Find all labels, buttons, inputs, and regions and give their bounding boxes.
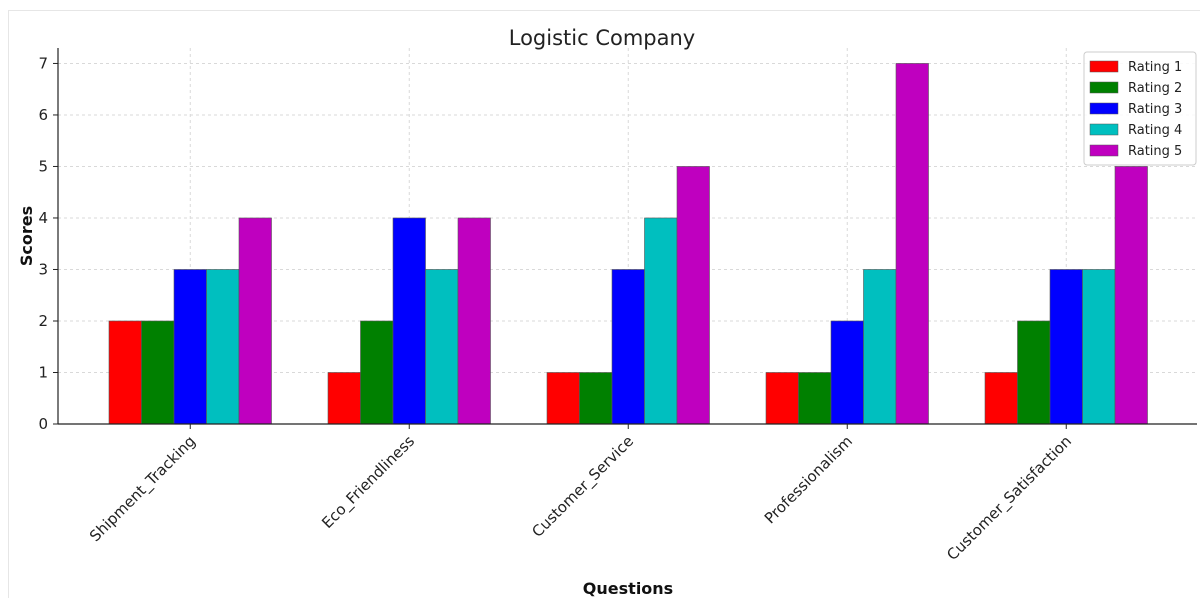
axes bbox=[57, 48, 1197, 425]
bar-rating-5-professionalism bbox=[895, 63, 929, 425]
bar-rating-3-shipment_tracking bbox=[173, 269, 207, 425]
bar-rating-4-customer_satisfaction bbox=[1082, 269, 1116, 425]
legend: Rating 1 Rating 2 Rating 3 Rating 4 Rating 5 bbox=[1083, 51, 1197, 166]
bar-rating-4-customer_service bbox=[644, 217, 678, 425]
legend-swatch bbox=[1089, 81, 1119, 94]
bar-rating-5-eco_friendliness bbox=[457, 217, 491, 425]
y-tick-label: 0 bbox=[38, 415, 48, 433]
bar-rating-1-customer_satisfaction bbox=[984, 372, 1018, 425]
legend-box bbox=[1083, 51, 1197, 166]
bar-rating-3-eco_friendliness bbox=[392, 217, 426, 425]
x-tick-label: Shipment_Tracking bbox=[86, 432, 200, 546]
y-tick-label: 1 bbox=[38, 363, 48, 381]
x-tick-labels: Shipment_Tracking Eco_Friendliness Custome… bbox=[86, 424, 1076, 565]
x-axis-title: Questions bbox=[583, 579, 673, 598]
bar-rating-3-customer_service bbox=[611, 269, 645, 425]
bar-rating-1-eco_friendliness bbox=[327, 372, 361, 425]
bar-rating-5-customer_service bbox=[676, 166, 710, 425]
y-tick-labels: 0 1 2 3 4 5 6 7 bbox=[38, 54, 58, 433]
legend-swatch bbox=[1089, 144, 1119, 157]
y-tick-label: 6 bbox=[38, 106, 48, 124]
x-tick-label: Professionalism bbox=[761, 432, 856, 527]
x-tick-label: Eco_Friendliness bbox=[318, 432, 419, 533]
bar-rating-2-professionalism bbox=[798, 372, 832, 425]
bar-rating-1-shipment_tracking bbox=[108, 320, 142, 425]
y-tick-label: 5 bbox=[38, 157, 48, 175]
y-tick-label: 2 bbox=[38, 312, 48, 330]
bars-group bbox=[108, 63, 1148, 425]
bar-rating-3-customer_satisfaction bbox=[1049, 269, 1083, 425]
bar-rating-2-customer_service bbox=[579, 372, 613, 425]
legend-swatch bbox=[1089, 102, 1119, 115]
bar-rating-4-eco_friendliness bbox=[425, 269, 459, 425]
bar-rating-4-shipment_tracking bbox=[206, 269, 240, 425]
legend-label: Rating 3 bbox=[1128, 102, 1182, 117]
y-axis-title: Scores bbox=[17, 206, 36, 266]
y-tick-label: 4 bbox=[38, 209, 48, 227]
bar-rating-4-professionalism bbox=[863, 269, 897, 425]
legend-label: Rating 2 bbox=[1128, 81, 1182, 96]
bar-rating-5-customer_satisfaction bbox=[1114, 166, 1148, 425]
bar-rating-2-customer_satisfaction bbox=[1017, 320, 1051, 425]
bar-rating-1-professionalism bbox=[765, 372, 799, 425]
bar-rating-2-eco_friendliness bbox=[360, 320, 394, 425]
bar-rating-2-shipment_tracking bbox=[141, 320, 175, 425]
x-tick-label: Customer_Service bbox=[528, 432, 637, 541]
bar-rating-5-shipment_tracking bbox=[238, 217, 272, 425]
legend-label: Rating 5 bbox=[1128, 144, 1182, 159]
y-tick-label: 3 bbox=[38, 260, 48, 278]
legend-swatch bbox=[1089, 60, 1119, 73]
y-tick-label: 7 bbox=[38, 54, 48, 72]
bar-rating-1-customer_service bbox=[546, 372, 580, 425]
legend-label: Rating 1 bbox=[1128, 60, 1182, 75]
legend-label: Rating 4 bbox=[1128, 123, 1182, 138]
legend-swatch bbox=[1089, 123, 1119, 136]
x-tick-label: Customer_Satisfaction bbox=[943, 432, 1076, 565]
chart-frame bbox=[8, 10, 1200, 598]
chart-title: Logistic Company bbox=[509, 26, 695, 50]
bar-rating-3-professionalism bbox=[830, 320, 864, 425]
